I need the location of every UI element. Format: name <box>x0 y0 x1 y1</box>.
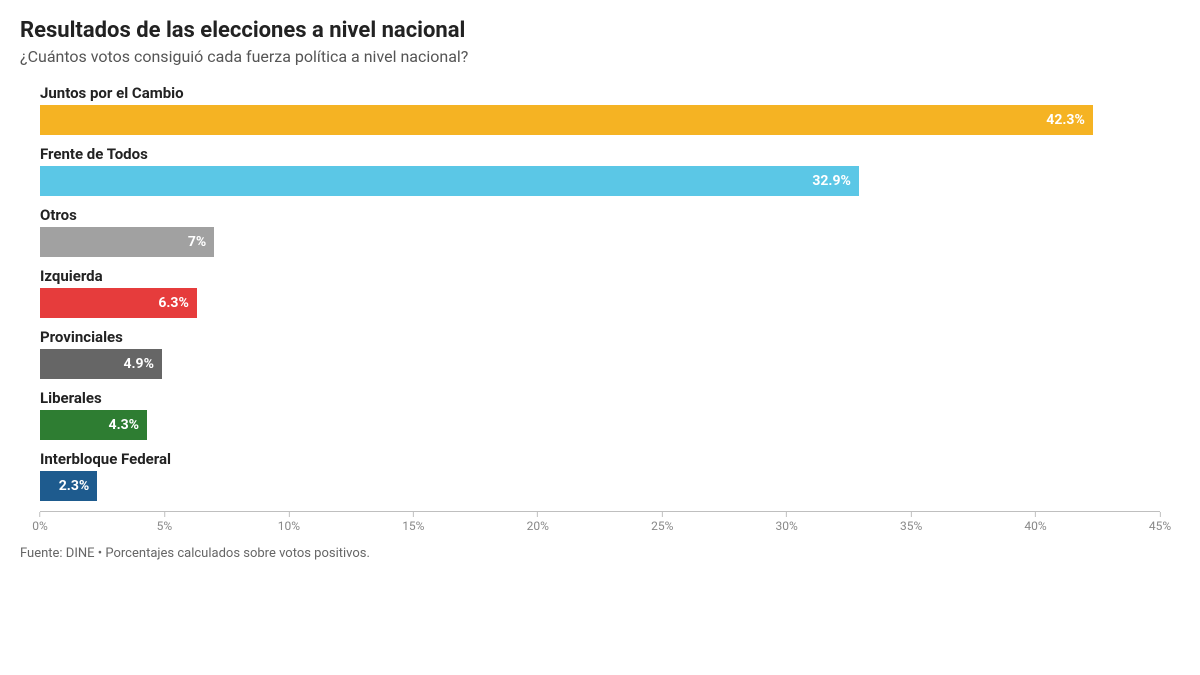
tick-label: 45% <box>1149 519 1171 533</box>
tick-label: 0% <box>32 519 48 533</box>
bar-row: Otros 7% <box>40 206 1160 257</box>
chart-title: Resultados de las elecciones a nivel nac… <box>20 18 1180 43</box>
bar-label: Liberales <box>40 389 1160 407</box>
bar-row: Interbloque Federal 2.3% <box>40 450 1160 501</box>
bar-row: Juntos por el Cambio 42.3% <box>40 84 1160 135</box>
tick-label: 40% <box>1024 519 1046 533</box>
bar-value: 32.9% <box>812 173 851 189</box>
chart-container: Resultados de las elecciones a nivel nac… <box>0 0 1200 675</box>
tick-label: 20% <box>527 519 549 533</box>
bar: 4.9% <box>40 349 162 379</box>
bar-value: 4.9% <box>123 356 153 372</box>
tick-mark <box>786 512 787 517</box>
axis-tick: 10% <box>278 512 300 533</box>
bar-label: Interbloque Federal <box>40 450 1160 468</box>
bar-track: 42.3% <box>40 105 1160 135</box>
tick-label: 15% <box>402 519 424 533</box>
bar-row: Provinciales 4.9% <box>40 328 1160 379</box>
tick-label: 25% <box>651 519 673 533</box>
bar-value: 4.3% <box>109 417 139 433</box>
bar-row: Liberales 4.3% <box>40 389 1160 440</box>
bar-label: Otros <box>40 206 1160 224</box>
tick-label: 30% <box>776 519 798 533</box>
bar-track: 4.3% <box>40 410 1160 440</box>
axis-tick: 35% <box>900 512 922 533</box>
tick-mark <box>911 512 912 517</box>
chart-subtitle: ¿Cuántos votos consiguió cada fuerza pol… <box>20 47 1180 66</box>
bar-track: 4.9% <box>40 349 1160 379</box>
axis-tick: 45% <box>1149 512 1171 533</box>
tick-mark <box>39 512 40 517</box>
bar-row: Izquierda 6.3% <box>40 267 1160 318</box>
tick-label: 5% <box>157 519 173 533</box>
bar: 32.9% <box>40 166 859 196</box>
bar-track: 2.3% <box>40 471 1160 501</box>
axis-tick: 40% <box>1024 512 1046 533</box>
bar: 7% <box>40 227 214 257</box>
bar-track: 32.9% <box>40 166 1160 196</box>
tick-mark <box>1035 512 1036 517</box>
bar-track: 7% <box>40 227 1160 257</box>
bar-value: 2.3% <box>59 478 89 494</box>
axis-tick: 30% <box>776 512 798 533</box>
tick-mark <box>164 512 165 517</box>
bar-track: 6.3% <box>40 288 1160 318</box>
tick-label: 35% <box>900 519 922 533</box>
tick-mark <box>1160 512 1161 517</box>
chart-footer: Fuente: DINE • Porcentajes calculados so… <box>20 546 1180 561</box>
bar-label: Provinciales <box>40 328 1160 346</box>
tick-label: 10% <box>278 519 300 533</box>
axis-tick: 15% <box>402 512 424 533</box>
bar-chart: Juntos por el Cambio 42.3% Frente de Todos… <box>20 84 1180 540</box>
bar: 2.3% <box>40 471 97 501</box>
bar-value: 42.3% <box>1046 112 1085 128</box>
axis-tick: 5% <box>157 512 173 533</box>
bar: 42.3% <box>40 105 1093 135</box>
bar-label: Izquierda <box>40 267 1160 285</box>
bar-row: Frente de Todos 32.9% <box>40 145 1160 196</box>
tick-mark <box>537 512 538 517</box>
bar-value: 7% <box>188 234 206 250</box>
bar-label: Juntos por el Cambio <box>40 84 1160 102</box>
bar: 4.3% <box>40 410 147 440</box>
bar-label: Frente de Todos <box>40 145 1160 163</box>
axis-tick: 20% <box>527 512 549 533</box>
bar-value: 6.3% <box>158 295 188 311</box>
axis-tick: 25% <box>651 512 673 533</box>
x-axis: 0%5%10%15%20%25%30%35%40%45% <box>40 511 1160 540</box>
tick-mark <box>288 512 289 517</box>
bar: 6.3% <box>40 288 197 318</box>
plot-area: Juntos por el Cambio 42.3% Frente de Todos… <box>40 84 1160 501</box>
axis-tick: 0% <box>32 512 48 533</box>
tick-mark <box>662 512 663 517</box>
tick-mark <box>413 512 414 517</box>
